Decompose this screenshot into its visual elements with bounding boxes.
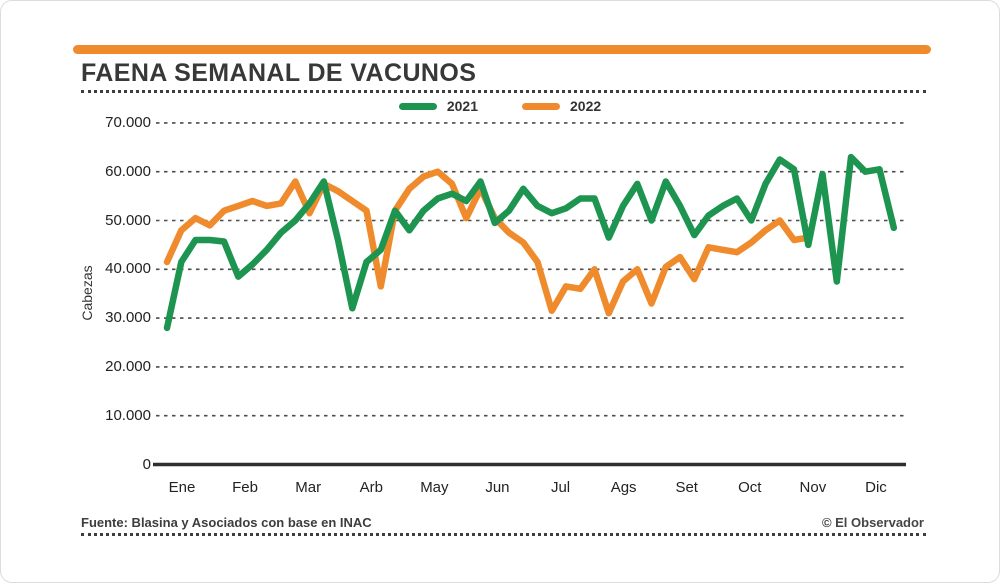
y-tick-label: 70.000	[105, 113, 151, 131]
month-label: Ene	[168, 479, 196, 496]
month-label: Set	[675, 479, 698, 496]
month-label: Arb	[359, 479, 383, 496]
y-tick-label: 20.000	[105, 357, 151, 375]
series-line-2021	[163, 153, 898, 332]
month-label: Ags	[610, 479, 637, 496]
legend-swatch-2022	[522, 102, 560, 110]
y-tick-label: 0	[142, 455, 151, 473]
month-label: May	[420, 479, 449, 496]
legend-label-2022: 2022	[570, 98, 602, 114]
month-label: Oct	[738, 479, 762, 496]
page-title: FAENA SEMANAL DE VACUNOS	[81, 59, 477, 87]
footer-credit: © El Observador	[821, 515, 924, 530]
legend-item-2021: 2021	[398, 98, 478, 114]
month-label: Mar	[295, 479, 322, 496]
top-accent-bar	[73, 45, 931, 54]
y-tick-label: 10.000	[105, 406, 151, 424]
month-label: Feb	[232, 479, 258, 496]
month-label: Dic	[865, 479, 887, 496]
y-tick-label: 50.000	[105, 211, 151, 229]
y-tick-label: 40.000	[105, 260, 151, 278]
legend-item-2022: 2022	[522, 98, 601, 114]
footer-separator	[81, 533, 926, 536]
month-label: Jun	[485, 479, 510, 496]
y-tick-label: 60.000	[105, 162, 151, 180]
legend-swatch-2021	[398, 102, 437, 110]
month-label: Nov	[799, 479, 827, 496]
title-separator	[81, 90, 926, 93]
legend: 2021 2022	[1, 98, 999, 114]
footer-source: Fuente: Blasina y Asociados con base en …	[81, 515, 372, 530]
y-tick-label: 30.000	[105, 309, 151, 327]
month-label: Jul	[550, 479, 571, 496]
legend-label-2021: 2021	[446, 98, 478, 114]
